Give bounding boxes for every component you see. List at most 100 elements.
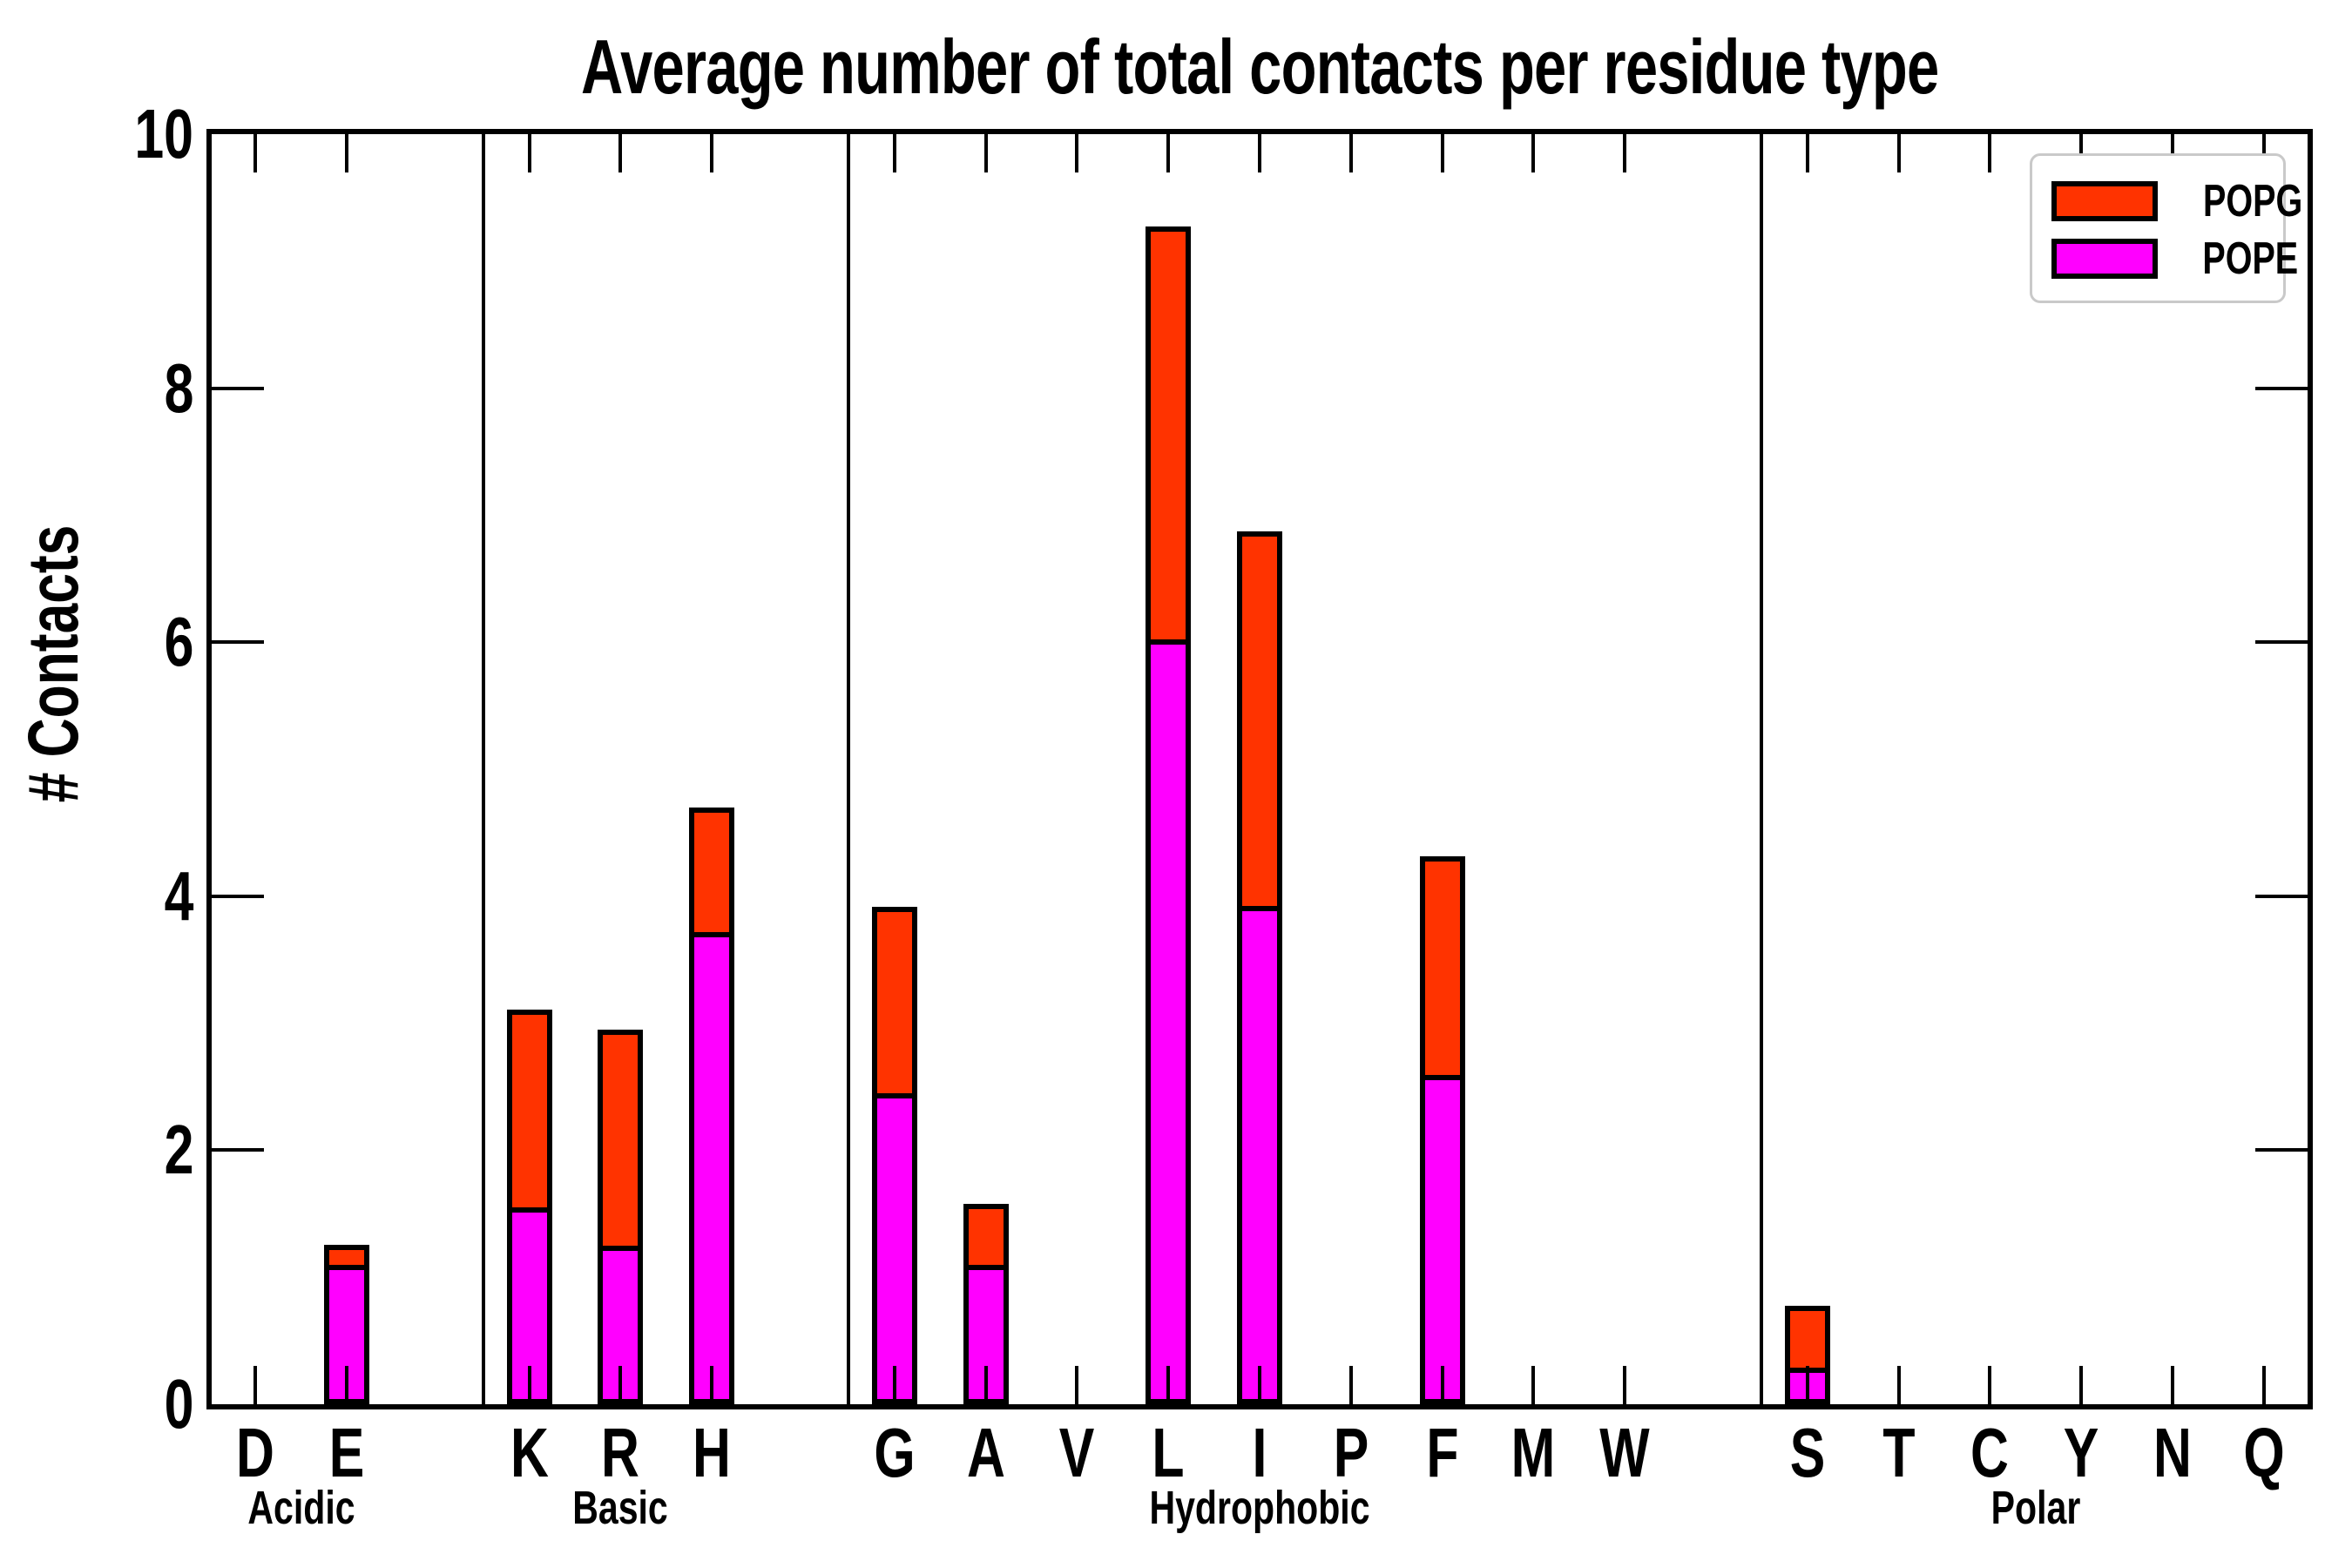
x-tick-top-T [1896, 134, 1901, 172]
y-tick-left-8 [212, 386, 264, 390]
x-tick-top-V [1075, 134, 1079, 172]
x-tick-letter-Q: Q [2237, 1418, 2291, 1488]
x-letter-text: Q [2243, 1414, 2285, 1491]
x-tick-bottom-S [1805, 1366, 1809, 1404]
y-tick-right-2 [2255, 1148, 2308, 1152]
y-tick-label-4: 4 [54, 856, 193, 935]
y-tick-label-2: 2 [54, 1115, 193, 1185]
x-tick-top-A [983, 134, 988, 172]
bar-F-popg-segment [1419, 856, 1465, 1080]
group-label-basic: Basic [558, 1484, 683, 1531]
pope-swatch [2051, 239, 2158, 279]
x-tick-letter-G: G [868, 1418, 922, 1488]
y-tick-left-4 [212, 894, 264, 898]
y-tick-label-text: 4 [164, 856, 193, 935]
bar-R-popg-segment [598, 1030, 644, 1251]
x-tick-bottom-Y [2079, 1366, 2084, 1404]
y-tick-right-4 [2255, 894, 2308, 898]
x-tick-top-E [345, 134, 349, 172]
bar-R [598, 1030, 644, 1404]
x-tick-letter-V: V [1054, 1418, 1100, 1488]
x-tick-bottom-P [1348, 1366, 1353, 1404]
x-tick-top-P [1348, 134, 1353, 172]
x-tick-letter-R: R [596, 1418, 646, 1488]
y-tick-label-text: 0 [164, 1365, 193, 1443]
bar-F-pope-segment [1419, 1080, 1465, 1404]
x-letter-text: P [1333, 1414, 1369, 1491]
group-label-text: Polar [1990, 1482, 2081, 1534]
bar-K [506, 1010, 552, 1404]
x-tick-letter-H: H [686, 1418, 737, 1488]
x-letter-text: C [1970, 1414, 2010, 1491]
x-letter-text: W [1599, 1414, 1650, 1491]
x-letter-text: T [1882, 1414, 1916, 1491]
x-tick-letter-T: T [1877, 1418, 1920, 1488]
x-tick-bottom-E [345, 1366, 349, 1404]
x-tick-top-L [1166, 134, 1171, 172]
x-tick-bottom-Q [2261, 1366, 2266, 1404]
x-tick-bottom-L [1166, 1366, 1171, 1404]
legend-label-pope: POPE [2202, 233, 2299, 284]
x-letter-text: K [510, 1414, 549, 1491]
bar-R-pope-segment [598, 1251, 644, 1404]
x-tick-letter-K: K [504, 1418, 555, 1488]
x-letter-text: H [693, 1414, 732, 1491]
x-tick-letter-W: W [1592, 1418, 1658, 1488]
group-label-text: Hydrophobic [1149, 1482, 1370, 1534]
bar-L [1146, 226, 1192, 1404]
x-tick-top-C [1988, 134, 1992, 172]
bar-I [1237, 531, 1282, 1404]
x-tick-bottom-G [892, 1366, 896, 1404]
x-tick-top-R [618, 134, 623, 172]
x-tick-bottom-R [618, 1366, 623, 1404]
x-tick-top-W [1623, 134, 1627, 172]
x-letter-text: G [874, 1414, 916, 1491]
plot-area [206, 129, 2313, 1409]
y-tick-label-text: 8 [164, 348, 193, 427]
x-tick-top-D [253, 134, 258, 172]
x-tick-letter-P: P [1328, 1418, 1374, 1488]
y-tick-label-6: 6 [54, 607, 193, 677]
x-tick-bottom-W [1623, 1366, 1627, 1404]
y-tick-label-10: 10 [54, 99, 193, 169]
x-tick-letter-F: F [1421, 1418, 1463, 1488]
x-tick-bottom-N [2170, 1366, 2174, 1404]
group-label-text: Basic [572, 1482, 669, 1534]
group-separator-0 [482, 134, 486, 1404]
x-letter-text: I [1252, 1414, 1267, 1491]
y-tick-left-6 [212, 640, 264, 645]
bar-E-popg-segment [324, 1245, 370, 1270]
bar-I-popg-segment [1237, 531, 1282, 911]
y-tick-right-6 [2255, 640, 2308, 645]
bar-A [963, 1204, 1009, 1404]
x-tick-bottom-D [253, 1366, 258, 1404]
x-tick-top-F [1440, 134, 1444, 172]
bar-L-pope-segment [1146, 645, 1192, 1404]
x-letter-text: R [601, 1414, 640, 1491]
x-tick-bottom-I [1258, 1366, 1261, 1404]
y-tick-right-8 [2255, 386, 2308, 390]
x-tick-letter-Y: Y [2058, 1418, 2104, 1488]
bar-F [1419, 856, 1465, 1404]
bar-H [689, 808, 735, 1404]
legend: POPG POPE [2030, 153, 2302, 303]
y-tick-label-text: 6 [164, 603, 193, 681]
y-tick-label-text: 2 [164, 1111, 193, 1189]
x-tick-bottom-F [1440, 1366, 1444, 1404]
x-tick-top-S [1805, 134, 1809, 172]
x-tick-letter-A: A [961, 1418, 1011, 1488]
x-tick-bottom-K [527, 1366, 531, 1404]
y-tick-label-text: 10 [134, 95, 193, 172]
y-tick-left-2 [212, 1148, 264, 1152]
x-letter-text: L [1152, 1414, 1185, 1491]
bar-S-popg-segment [1784, 1306, 1830, 1373]
group-separator-2 [1760, 134, 1764, 1404]
bar-G [871, 907, 917, 1404]
legend-label-popg: POPG [2203, 176, 2303, 226]
y-tick-label-8: 8 [54, 348, 193, 427]
bar-H-popg-segment [689, 808, 735, 937]
bar-L-popg-segment [1146, 226, 1192, 645]
x-tick-bottom-M [1531, 1366, 1536, 1404]
x-tick-top-K [527, 134, 531, 172]
